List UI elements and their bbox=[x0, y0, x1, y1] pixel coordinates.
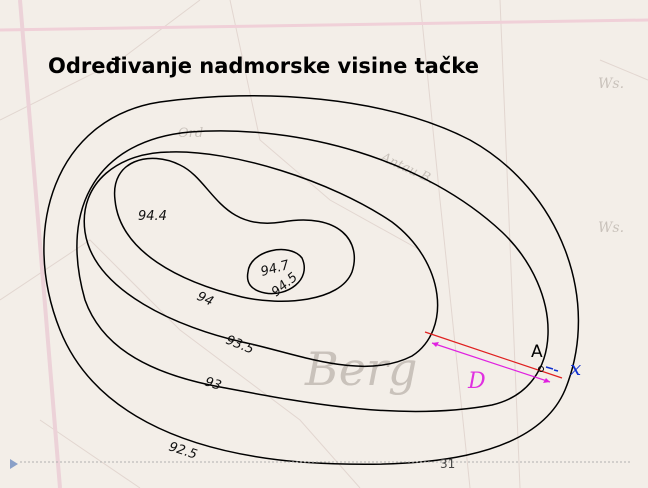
distance-label: D bbox=[467, 369, 486, 394]
contour-label: 94.4 bbox=[138, 209, 167, 224]
slide: Berg Antau B. Ws. Ws. Ord Određivanje na… bbox=[0, 0, 648, 488]
page-number: 31 bbox=[440, 457, 455, 471]
slide-title: Određivanje nadmorske visine tačke bbox=[48, 54, 479, 78]
point-label: A bbox=[531, 342, 543, 362]
map-label: Berg bbox=[304, 342, 417, 396]
map-label: Ws. bbox=[598, 220, 624, 236]
offset-label: x bbox=[570, 356, 581, 380]
map-label: Ws. bbox=[598, 76, 624, 92]
